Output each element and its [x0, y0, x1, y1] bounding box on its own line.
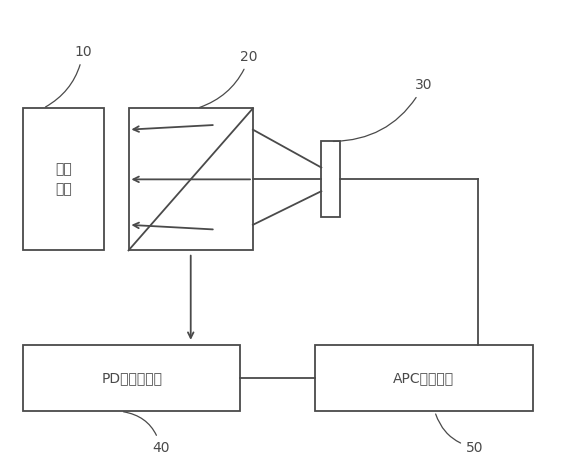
Bar	[321, 142, 340, 217]
Bar	[315, 345, 533, 411]
Text: 20: 20	[199, 50, 258, 107]
Text: 车灯
透镜: 车灯 透镜	[55, 162, 72, 196]
Text: 10: 10	[45, 45, 92, 107]
Text: PD光电探测器: PD光电探测器	[101, 371, 162, 385]
Bar	[23, 345, 240, 411]
Text: 30: 30	[333, 78, 432, 142]
Bar	[128, 108, 253, 250]
Text: 50: 50	[436, 414, 483, 455]
Text: 40: 40	[123, 412, 169, 455]
Text: APC驱动模块: APC驱动模块	[394, 371, 454, 385]
Bar	[23, 108, 104, 250]
